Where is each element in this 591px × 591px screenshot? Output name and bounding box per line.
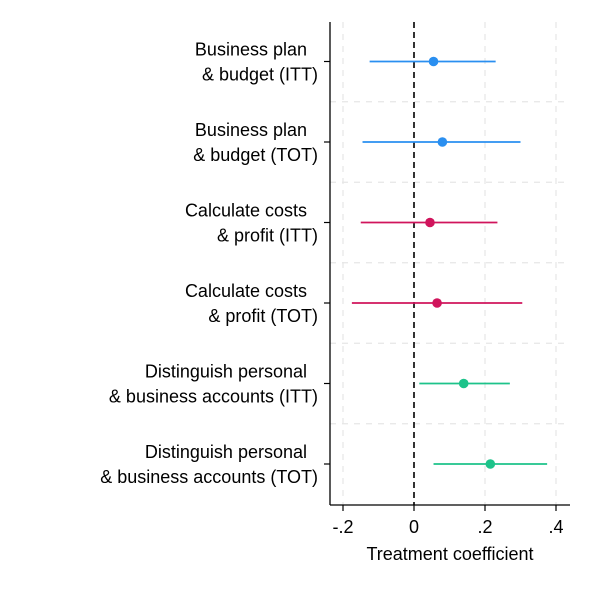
- estimates-layer: [351, 56, 548, 469]
- x-tick-label: -.2: [332, 517, 353, 537]
- category-labels: Business plan & budget (ITT) Business plan…: [100, 40, 318, 488]
- point-estimate: [432, 298, 442, 308]
- category-label-line2: & profit (ITT): [217, 226, 318, 246]
- category-label-line2: & budget (ITT): [202, 65, 318, 85]
- x-tick-label: .2: [477, 517, 492, 537]
- point-estimate: [428, 56, 439, 67]
- point-estimate: [425, 217, 435, 228]
- point-estimate: [485, 459, 496, 469]
- category-label-line1: Distinguish personal: [145, 362, 307, 382]
- category-label-line2: & profit (TOT): [208, 306, 318, 326]
- axes: [324, 22, 570, 506]
- category-label-line1: Business plan: [195, 40, 307, 60]
- x-tick-label: .4: [548, 517, 563, 537]
- grid-lines: [330, 22, 570, 505]
- category-label-line1: Calculate costs: [185, 281, 307, 301]
- x-axis-title: Treatment coefficient: [366, 544, 533, 564]
- x-tick-label: 0: [409, 517, 419, 537]
- category-label-line2: & business accounts (ITT): [109, 387, 318, 407]
- category-label-line1: Distinguish personal: [145, 442, 307, 462]
- point-estimate: [458, 378, 469, 389]
- x-ticks: -.2 0 .2 .4: [332, 505, 564, 537]
- category-label-line2: & budget (TOT): [193, 145, 318, 165]
- point-estimate: [437, 137, 448, 147]
- category-label-line2: & business accounts (TOT): [100, 467, 318, 487]
- category-label-line1: Calculate costs: [185, 201, 307, 221]
- category-label-line1: Business plan: [195, 120, 307, 140]
